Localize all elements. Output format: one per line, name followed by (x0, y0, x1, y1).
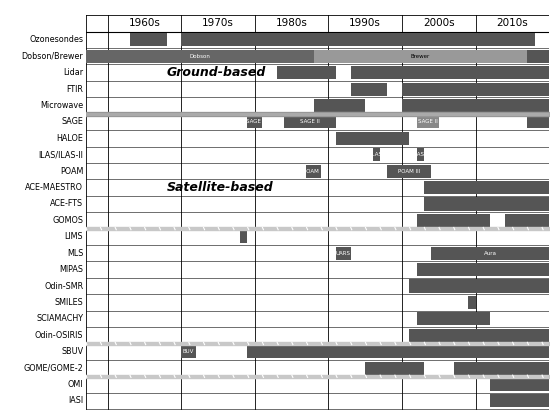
Text: 1970s: 1970s (202, 19, 234, 28)
Text: Satellite-based: Satellite-based (167, 181, 273, 194)
Bar (336, 247, 351, 260)
Bar (306, 164, 321, 178)
Text: Dobson/Brewer: Dobson/Brewer (22, 52, 83, 61)
Text: Ground-based: Ground-based (167, 66, 266, 79)
Bar (417, 214, 490, 227)
Bar (424, 197, 549, 211)
Text: 2010s: 2010s (497, 19, 528, 28)
Bar (373, 148, 380, 162)
Text: Aura: Aura (484, 251, 497, 256)
Bar (314, 99, 365, 112)
Bar (314, 50, 527, 63)
Bar (181, 345, 196, 358)
Text: 1990s: 1990s (349, 19, 381, 28)
Text: 1960s: 1960s (129, 19, 161, 28)
Text: ILAS II: ILAS II (412, 152, 429, 157)
Text: Brewer: Brewer (411, 54, 430, 59)
Text: POAM: POAM (60, 166, 83, 176)
Text: IASI: IASI (68, 396, 83, 405)
Bar (490, 378, 549, 391)
Bar (410, 279, 549, 293)
Bar (417, 115, 439, 129)
Bar (240, 230, 247, 243)
Bar (247, 345, 549, 358)
Text: OMI: OMI (68, 380, 83, 389)
Bar (130, 33, 167, 47)
Text: MLS: MLS (67, 249, 83, 258)
Text: FTIR: FTIR (66, 84, 83, 94)
Bar (181, 33, 534, 47)
Bar (490, 394, 549, 407)
Bar (351, 82, 388, 96)
Bar (402, 82, 549, 96)
Text: SAGE II: SAGE II (300, 119, 320, 124)
Bar (365, 361, 424, 375)
Bar (454, 361, 549, 375)
Bar (336, 132, 410, 145)
Bar (527, 50, 549, 63)
Bar (424, 181, 549, 194)
Text: Lidar: Lidar (63, 68, 83, 77)
Text: POAM II: POAM II (304, 169, 324, 173)
Bar (417, 263, 549, 276)
Bar (432, 247, 549, 260)
Text: ACE-FTS: ACE-FTS (50, 199, 83, 208)
Text: SBUV: SBUV (61, 347, 83, 356)
Text: HALOE: HALOE (56, 134, 83, 143)
Text: GOME/GOME-2: GOME/GOME-2 (24, 364, 83, 372)
Text: Odin-OSIRIS: Odin-OSIRIS (35, 331, 83, 340)
Text: ACE-MAESTRO: ACE-MAESTRO (25, 183, 83, 192)
Bar (277, 66, 336, 79)
Text: POAM III: POAM III (398, 169, 421, 173)
Bar (468, 296, 476, 309)
Text: MIPAS: MIPAS (60, 265, 83, 274)
Bar (351, 66, 549, 79)
Bar (417, 148, 424, 162)
Text: 2000s: 2000s (423, 19, 455, 28)
Text: Ozonesondes: Ozonesondes (29, 35, 83, 44)
Bar (402, 99, 549, 112)
Text: GOMOS: GOMOS (52, 216, 83, 225)
Text: Microwave: Microwave (40, 101, 83, 110)
Bar (388, 164, 432, 178)
Text: SAGE I: SAGE I (246, 119, 264, 124)
Text: UARS: UARS (336, 251, 351, 256)
Text: 1980s: 1980s (275, 19, 307, 28)
Text: SMILES: SMILES (55, 298, 83, 307)
Bar (417, 312, 490, 325)
Text: BUV: BUV (183, 349, 194, 354)
Text: Dobson: Dobson (189, 54, 210, 59)
Text: SAGE II: SAGE II (418, 119, 438, 124)
Bar (410, 329, 549, 342)
Bar (86, 50, 314, 63)
Text: ILAS/ILAS-II: ILAS/ILAS-II (39, 150, 83, 159)
Text: ILAS: ILAS (370, 152, 383, 157)
Text: LIMS: LIMS (65, 232, 83, 241)
Bar (527, 115, 549, 129)
Text: SCIAMACHY: SCIAMACHY (36, 314, 83, 323)
Text: SAGE: SAGE (61, 117, 83, 126)
Bar (505, 214, 549, 227)
Text: Odin-SMR: Odin-SMR (44, 281, 83, 290)
Bar (247, 115, 262, 129)
Bar (284, 115, 336, 129)
